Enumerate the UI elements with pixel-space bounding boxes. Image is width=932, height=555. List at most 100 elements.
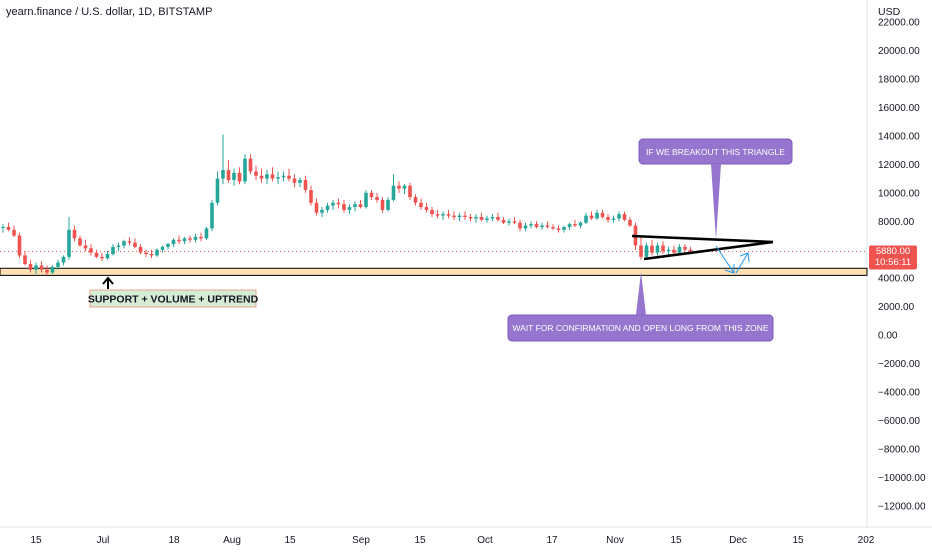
projection-down-arrow[interactable] — [715, 245, 735, 274]
candle-body[interactable] — [204, 228, 209, 239]
candle-body[interactable] — [507, 221, 511, 223]
candle-body[interactable] — [100, 256, 104, 259]
candle-body[interactable] — [133, 242, 137, 247]
candle-body[interactable] — [34, 265, 38, 270]
candle-body[interactable] — [556, 228, 561, 230]
candle-body[interactable] — [364, 192, 368, 208]
candle-body[interactable] — [655, 245, 660, 253]
candle-body[interactable] — [501, 219, 506, 223]
candle-body[interactable] — [56, 262, 60, 267]
candle-body[interactable] — [39, 265, 44, 270]
candle-body[interactable] — [89, 248, 93, 253]
candle-body[interactable] — [155, 249, 159, 256]
candle-body[interactable] — [105, 254, 110, 259]
candle-body[interactable] — [595, 212, 599, 219]
candle-body[interactable] — [435, 214, 440, 216]
candle-body[interactable] — [600, 212, 605, 218]
candle-body[interactable] — [160, 246, 165, 250]
candle-body[interactable] — [496, 217, 500, 220]
candle-body[interactable] — [457, 215, 462, 218]
candle-body[interactable] — [677, 246, 682, 253]
candle-body[interactable] — [270, 174, 275, 179]
triangle-lower-trendline[interactable] — [643, 240, 774, 261]
candle-body[interactable] — [336, 202, 341, 205]
candle-body[interactable] — [6, 226, 11, 230]
candle-body[interactable] — [683, 246, 687, 250]
candle-body[interactable] — [111, 246, 115, 255]
candle-body[interactable] — [303, 180, 308, 190]
candle-body[interactable] — [12, 229, 16, 236]
candle-body[interactable] — [171, 239, 176, 245]
support-zone[interactable] — [0, 267, 868, 276]
candle-body[interactable] — [463, 215, 467, 218]
candle-body[interactable] — [287, 175, 291, 179]
candle-body[interactable] — [298, 180, 302, 183]
candle-body[interactable] — [314, 202, 319, 213]
candle-body[interactable] — [232, 172, 236, 181]
candle-body[interactable] — [281, 175, 286, 178]
candle-body[interactable] — [474, 217, 478, 219]
candle-body[interactable] — [347, 207, 352, 210]
candle-body[interactable] — [61, 256, 66, 263]
candle-body[interactable] — [45, 269, 49, 273]
candle-body[interactable] — [122, 241, 126, 246]
support-label-box[interactable] — [89, 289, 257, 308]
candle-body[interactable] — [490, 217, 495, 219]
candle-body[interactable] — [199, 236, 203, 239]
candle-body[interactable] — [188, 238, 192, 240]
candle-body[interactable] — [578, 222, 583, 226]
candle-body[interactable] — [127, 241, 132, 243]
candle-body[interactable] — [237, 172, 242, 182]
projection-up-arrow[interactable] — [735, 252, 749, 274]
candle-body[interactable] — [468, 217, 473, 219]
candle-body[interactable] — [666, 249, 671, 252]
candle-body[interactable] — [259, 175, 264, 179]
candle-body[interactable] — [419, 202, 423, 208]
candle-body[interactable] — [83, 245, 88, 249]
candle-body[interactable] — [320, 209, 324, 213]
candle-body[interactable] — [424, 207, 429, 210]
candle-body[interactable] — [606, 217, 610, 220]
candle-body[interactable] — [254, 171, 258, 176]
candle-body[interactable] — [215, 178, 220, 203]
candle-body[interactable] — [518, 222, 522, 229]
candle-body[interactable] — [441, 214, 445, 216]
candle-body[interactable] — [688, 249, 693, 252]
candle-body[interactable] — [622, 214, 627, 220]
candle-body[interactable] — [94, 252, 99, 257]
candle-body[interactable] — [589, 215, 594, 219]
candle-body[interactable] — [210, 202, 214, 229]
candle-body[interactable] — [397, 185, 401, 189]
candle-body[interactable] — [545, 225, 550, 227]
candle-body[interactable] — [611, 218, 616, 220]
candle-body[interactable] — [375, 197, 379, 200]
candle-body[interactable] — [573, 224, 577, 226]
candle-body[interactable] — [144, 252, 148, 255]
candle-body[interactable] — [661, 245, 665, 252]
candle-body[interactable] — [221, 170, 225, 179]
candle-body[interactable] — [551, 226, 555, 229]
candle-body[interactable] — [358, 204, 363, 208]
candle-body[interactable] — [17, 235, 22, 256]
candle-body[interactable] — [149, 254, 154, 256]
candle-body[interactable] — [479, 217, 484, 220]
candle-body[interactable] — [534, 224, 539, 227]
candle-body[interactable] — [28, 264, 33, 270]
candle-body[interactable] — [72, 229, 77, 239]
candle-body[interactable] — [166, 244, 170, 247]
candle-body[interactable] — [617, 214, 621, 219]
candle-body[interactable] — [408, 185, 412, 198]
candle-body[interactable] — [138, 246, 143, 253]
triangle-upper-trendline[interactable] — [631, 234, 774, 244]
candle-body[interactable] — [380, 199, 385, 210]
candle-body[interactable] — [50, 266, 55, 273]
candle-body[interactable] — [177, 239, 181, 242]
candle-body[interactable] — [650, 245, 654, 253]
candle-body[interactable] — [485, 218, 489, 220]
candle-body[interactable] — [540, 225, 544, 227]
candle-body[interactable] — [644, 245, 649, 257]
candle-body[interactable] — [325, 205, 330, 210]
candle-body[interactable] — [628, 219, 632, 226]
candle-body[interactable] — [78, 238, 82, 246]
